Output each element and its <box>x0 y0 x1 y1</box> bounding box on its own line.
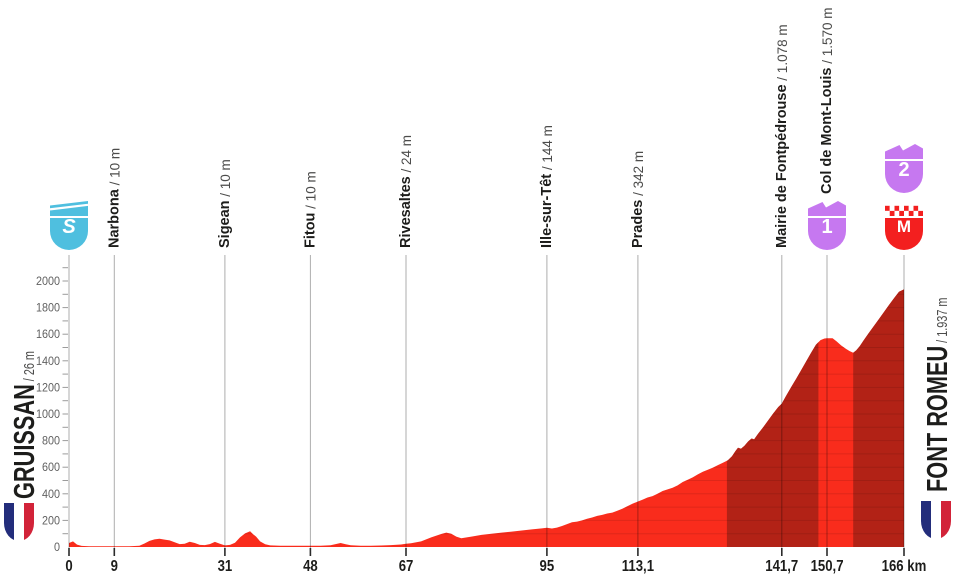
flag-stripe-blue <box>4 503 14 541</box>
x-tick-label: 150,7 <box>811 558 844 575</box>
badge-body <box>885 218 923 250</box>
waypoint-label: Mairie de Fontpédrouse / 1.078 m <box>774 24 790 248</box>
y-tick-label: 0 <box>54 542 60 555</box>
waypoint-elevation: / 1.078 m <box>774 24 789 84</box>
elevation-area <box>69 289 904 547</box>
climb-ribbon <box>808 201 846 216</box>
waypoint-label: Ille-sur-Têt / 144 m <box>539 125 555 248</box>
waypoint-elevation: / 1.570 m <box>820 8 835 68</box>
x-axis: 0 9 31 48 67 95 113,1 141,7 150,7 166 km <box>65 548 926 575</box>
checker-cell <box>894 205 900 211</box>
location-elevation: / 1.937 m <box>933 298 950 346</box>
waypoint-label: Prades / 342 m <box>630 151 646 248</box>
checker-cell <box>908 205 914 211</box>
flag-stripe-white <box>931 501 941 539</box>
x-tick-label: 166 km <box>882 558 927 575</box>
badge-start-icon: S <box>49 201 89 250</box>
badge-body <box>808 218 846 250</box>
flag-stripe-white <box>14 503 24 541</box>
y-axis: 0 200 400 600 800 1000 1200 1400 1600 1800 2000 <box>36 267 68 555</box>
waypoint-name: Rivesaltes <box>398 176 414 248</box>
y-tick-label: 800 <box>42 435 60 448</box>
badge-letter: S <box>62 216 76 238</box>
x-tick-label: 31 <box>218 558 233 575</box>
location-name: FONT ROMEU <box>922 346 954 492</box>
waypoint-elevation: / 10 m <box>303 171 318 212</box>
checker-cell <box>885 205 890 211</box>
waypoint-name: Ille-sur-Têt <box>539 174 555 248</box>
waypoint-elevation: / 10 m <box>107 148 122 189</box>
y-tick-label: 400 <box>42 488 60 501</box>
waypoint-name: Sigean <box>217 200 233 248</box>
x-tick-label: 9 <box>111 558 118 575</box>
checker-cell <box>913 210 919 216</box>
checker-cell <box>908 210 914 216</box>
badge-climb-1-icon: 1 <box>808 201 846 250</box>
checker-cell <box>913 205 919 211</box>
waypoint-name: Fitou <box>302 213 318 248</box>
waypoint-name: Mairie de Fontpédrouse <box>774 84 790 248</box>
checker-cell <box>899 205 904 211</box>
x-tick-label: 113,1 <box>622 558 654 575</box>
badge-body <box>885 161 923 193</box>
location-elevation: / 26 m <box>20 351 37 384</box>
x-tick-label: 95 <box>540 558 555 575</box>
waypoint-label: Narbona / 10 m <box>106 148 122 248</box>
x-tick-label: 67 <box>399 558 414 575</box>
y-tick-label: 1000 <box>36 409 60 422</box>
flag-stripe-red <box>941 501 951 539</box>
climb-ribbon <box>885 144 923 159</box>
checker-cell <box>885 210 890 216</box>
checker-cell <box>889 210 895 216</box>
gridlines <box>68 255 905 548</box>
waypoint-label: Sigean / 10 m <box>217 159 233 248</box>
checker-cell <box>899 210 904 216</box>
badge-body <box>50 218 88 250</box>
badge-letter: M <box>897 217 911 236</box>
waypoint-elevation: / 24 m <box>399 135 414 176</box>
flag-stripe-red <box>24 503 34 541</box>
checker-cell <box>918 210 923 216</box>
waypoint-elevation: / 342 m <box>630 151 645 200</box>
finish-flag-icon <box>921 501 951 539</box>
checker-cell <box>904 205 909 211</box>
badge-letter: 2 <box>898 159 909 181</box>
y-tick-label: 1800 <box>36 302 60 315</box>
badge-letter: 1 <box>821 216 832 238</box>
y-tick-label: 1200 <box>36 382 60 395</box>
location-name: GRUISSAN <box>9 384 41 499</box>
y-tick-label: 2000 <box>36 276 60 289</box>
y-tick-label: 1400 <box>36 355 60 368</box>
waypoint-label: Fitou / 10 m <box>302 171 318 248</box>
finish-label: FONT ROMEU / 1.937 m <box>922 298 954 492</box>
waypoint-name: Col de Mont-Louis <box>819 68 835 194</box>
waypoint-name: Narbona <box>106 188 122 248</box>
flag-stripe-blue <box>921 501 931 539</box>
y-tick-label: 1600 <box>36 329 60 342</box>
checker-cell <box>918 205 923 211</box>
waypoint-label: Rivesaltes / 24 m <box>398 135 414 248</box>
checker-cell <box>889 205 895 211</box>
waypoint-elevation: / 144 m <box>539 125 554 174</box>
y-tick-label: 600 <box>42 462 60 475</box>
checker-cell <box>904 210 909 216</box>
x-tick-label: 141,7 <box>765 558 798 575</box>
x-tick-label: 48 <box>303 558 318 575</box>
checker-cell <box>894 210 900 216</box>
badge-climb-2-icon: 2 <box>885 144 923 193</box>
waypoint-label: Col de Mont-Louis / 1.570 m <box>819 8 835 195</box>
x-tick-label: 0 <box>65 558 72 575</box>
start-flag-icon <box>4 503 34 541</box>
ribbon-slit <box>49 203 89 211</box>
waypoint-elevation: / 10 m <box>217 159 232 200</box>
badge-finish-icon: M <box>885 205 923 250</box>
y-tick-label: 200 <box>42 515 60 528</box>
start-label: GRUISSAN / 26 m <box>9 351 41 499</box>
start-ribbon <box>50 201 88 216</box>
waypoint-name: Prades <box>630 200 646 248</box>
